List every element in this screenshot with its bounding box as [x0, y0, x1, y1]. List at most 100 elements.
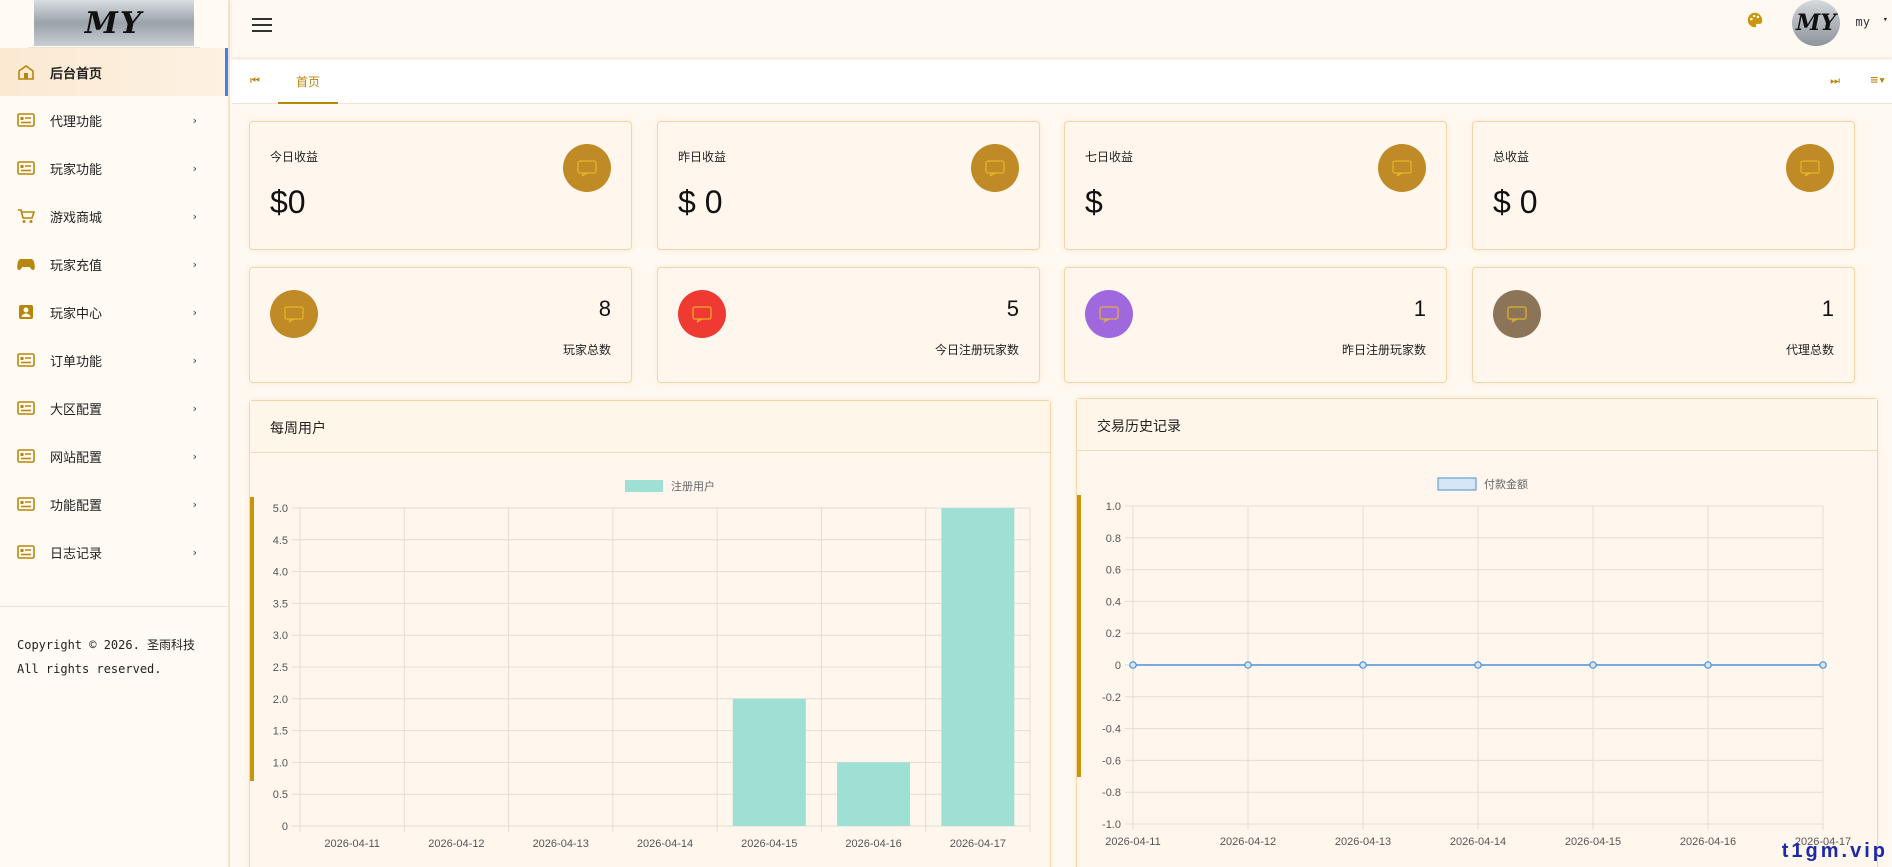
cart-icon [16, 208, 36, 224]
x-tick-label: 2026-04-15 [1565, 836, 1621, 848]
sidebar-item-9[interactable]: 功能配置 › [0, 480, 228, 528]
chevron-right-icon: › [191, 401, 198, 415]
x-tick-label: 2026-04-14 [637, 838, 693, 850]
y-tick-label: 3.0 [273, 630, 288, 642]
y-tick-label: -0.4 [1102, 724, 1121, 736]
x-tick-label: 2026-04-16 [1680, 836, 1736, 848]
y-tick-label: 3.5 [273, 598, 288, 610]
x-tick-label: 2026-04-13 [1335, 836, 1391, 848]
chevron-right-icon: › [191, 545, 198, 559]
stat-card-seven-day: 七日收益 $ [1064, 121, 1447, 250]
count-value: 1 [1413, 296, 1426, 321]
sidebar-nav: 后台首页 代理功能 › 玩家功能 › 游戏商城 › 玩家充值 › 玩家中心 › 订单功能 › 大区配置 › 网… [0, 48, 228, 576]
y-tick-label: 4.5 [273, 535, 288, 547]
sidebar-item-2[interactable]: 玩家功能 › [0, 144, 228, 192]
sidebar-item-0[interactable]: 后台首页 [0, 48, 228, 96]
chevron-right-icon: › [191, 209, 198, 223]
menu-toggle-icon[interactable] [252, 14, 272, 36]
stat-card-yesterday: 昨日收益 $ 0 [657, 121, 1040, 250]
legend-label: 注册用户 [671, 479, 715, 493]
count-label: 今日注册玩家数 [934, 343, 1019, 357]
stat-card-today: 今日收益 $0 [249, 121, 632, 250]
list-card-icon [16, 544, 36, 560]
y-tick-label: 0.8 [1106, 533, 1121, 545]
data-point [1244, 661, 1252, 669]
data-point [1819, 661, 1827, 669]
tab-home[interactable]: 首页 [278, 60, 338, 104]
x-tick-label: 2026-04-14 [1450, 836, 1506, 848]
transaction-history-panel: 交易历史记录 付款金额 1.0 0.8 0.6 0.4 0.2 0 -0.2 -0.4 -0.6 -… [1076, 398, 1878, 867]
stat-value: $ [1085, 184, 1103, 220]
chevron-right-icon: › [191, 353, 198, 367]
logo[interactable]: MY [34, 0, 194, 46]
sidebar-item-8[interactable]: 网站配置 › [0, 432, 228, 480]
y-tick-label: 0.6 [1106, 565, 1121, 577]
sidebar-item-label: 玩家功能 [50, 162, 103, 178]
chevron-right-icon: › [191, 305, 198, 319]
y-tick-label: 0 [282, 821, 288, 833]
tab-scroll-right-icon[interactable]: ⏭ [1830, 74, 1840, 87]
sidebar-item-7[interactable]: 大区配置 › [0, 384, 228, 432]
count-card-players: 8 玩家总数 [249, 267, 632, 383]
chevron-down-icon[interactable]: ▾ [1882, 15, 1888, 25]
copyright: Copyright © 2026. 圣雨科技 All rights reserv… [0, 607, 228, 681]
sidebar-item-4[interactable]: 玩家充值 › [0, 240, 228, 288]
sidebar-item-label: 玩家中心 [50, 306, 103, 322]
count-value: 1 [1821, 296, 1834, 321]
watermark: t1gm.vip [1781, 840, 1888, 862]
data-point [1474, 661, 1482, 669]
list-card-icon [16, 352, 36, 368]
x-tick-label: 2026-04-12 [428, 838, 484, 850]
panel-title: 每周用户 [250, 401, 1050, 453]
y-tick-label: 0.2 [1106, 628, 1121, 640]
y-tick-label: -0.6 [1102, 755, 1121, 767]
bar [941, 508, 1015, 826]
sidebar-item-3[interactable]: 游戏商城 › [0, 192, 228, 240]
gamepad-icon [16, 256, 36, 272]
home-icon [16, 64, 36, 80]
count-value: 8 [598, 296, 611, 321]
sidebar-item-6[interactable]: 订单功能 › [0, 336, 228, 384]
palette-icon[interactable] [1746, 11, 1764, 29]
tab-menu-icon[interactable]: ≡▾ [1870, 73, 1886, 88]
count-label: 昨日注册玩家数 [1341, 343, 1426, 357]
tab-scroll-left-icon[interactable]: ⏮ [250, 74, 260, 87]
x-tick-label: 2026-04-16 [845, 838, 901, 850]
stat-value: $ 0 [678, 184, 723, 220]
panel-accent [1077, 495, 1081, 777]
money-icon [1378, 144, 1426, 192]
contact-icon [16, 304, 36, 320]
x-tick-label: 2026-04-13 [533, 838, 589, 850]
list-card-icon [16, 112, 36, 128]
stat-title: 总收益 [1493, 150, 1530, 164]
y-tick-label: -0.2 [1102, 692, 1121, 704]
sidebar-item-5[interactable]: 玩家中心 › [0, 288, 228, 336]
sidebar: MY 后台首页 代理功能 › 玩家功能 › 游戏商城 › 玩家充值 › 玩家中心 › 订单功能 › 大区配… [0, 0, 230, 867]
panel-title: 交易历史记录 [1077, 399, 1877, 451]
data-point [1129, 661, 1137, 669]
x-tick-label: 2026-04-17 [1795, 836, 1851, 848]
chevron-right-icon: › [191, 497, 198, 511]
avatar[interactable]: MY [1792, 0, 1840, 46]
list-card-icon [16, 400, 36, 416]
x-tick-label: 2026-04-11 [324, 838, 379, 850]
chat-icon [678, 290, 726, 338]
y-tick-label: 4.0 [273, 567, 288, 579]
weekly-users-chart: 注册用户 5.0 4.5 4.0 3.5 3.0 2.5 2.0 1.5 1.0 0.5 0 2026-… [273, 479, 1031, 850]
list-card-icon [16, 496, 36, 512]
bar [732, 698, 806, 826]
sidebar-item-10[interactable]: 日志记录 › [0, 528, 228, 576]
sidebar-item-label: 网站配置 [50, 450, 103, 466]
x-tick-label: 2026-04-15 [741, 838, 797, 850]
user-name[interactable]: my [1855, 15, 1870, 29]
money-icon [563, 144, 611, 192]
stat-value: $ 0 [1493, 184, 1538, 220]
sidebar-item-1[interactable]: 代理功能 › [0, 96, 228, 144]
legend-swatch [1437, 477, 1477, 491]
data-point [1704, 661, 1712, 669]
stat-title: 七日收益 [1085, 150, 1134, 164]
count-card-agents: 1 代理总数 [1472, 267, 1855, 383]
y-tick-label: 0.4 [1106, 596, 1121, 608]
legend-label: 付款金额 [1484, 477, 1528, 491]
money-icon [971, 144, 1019, 192]
